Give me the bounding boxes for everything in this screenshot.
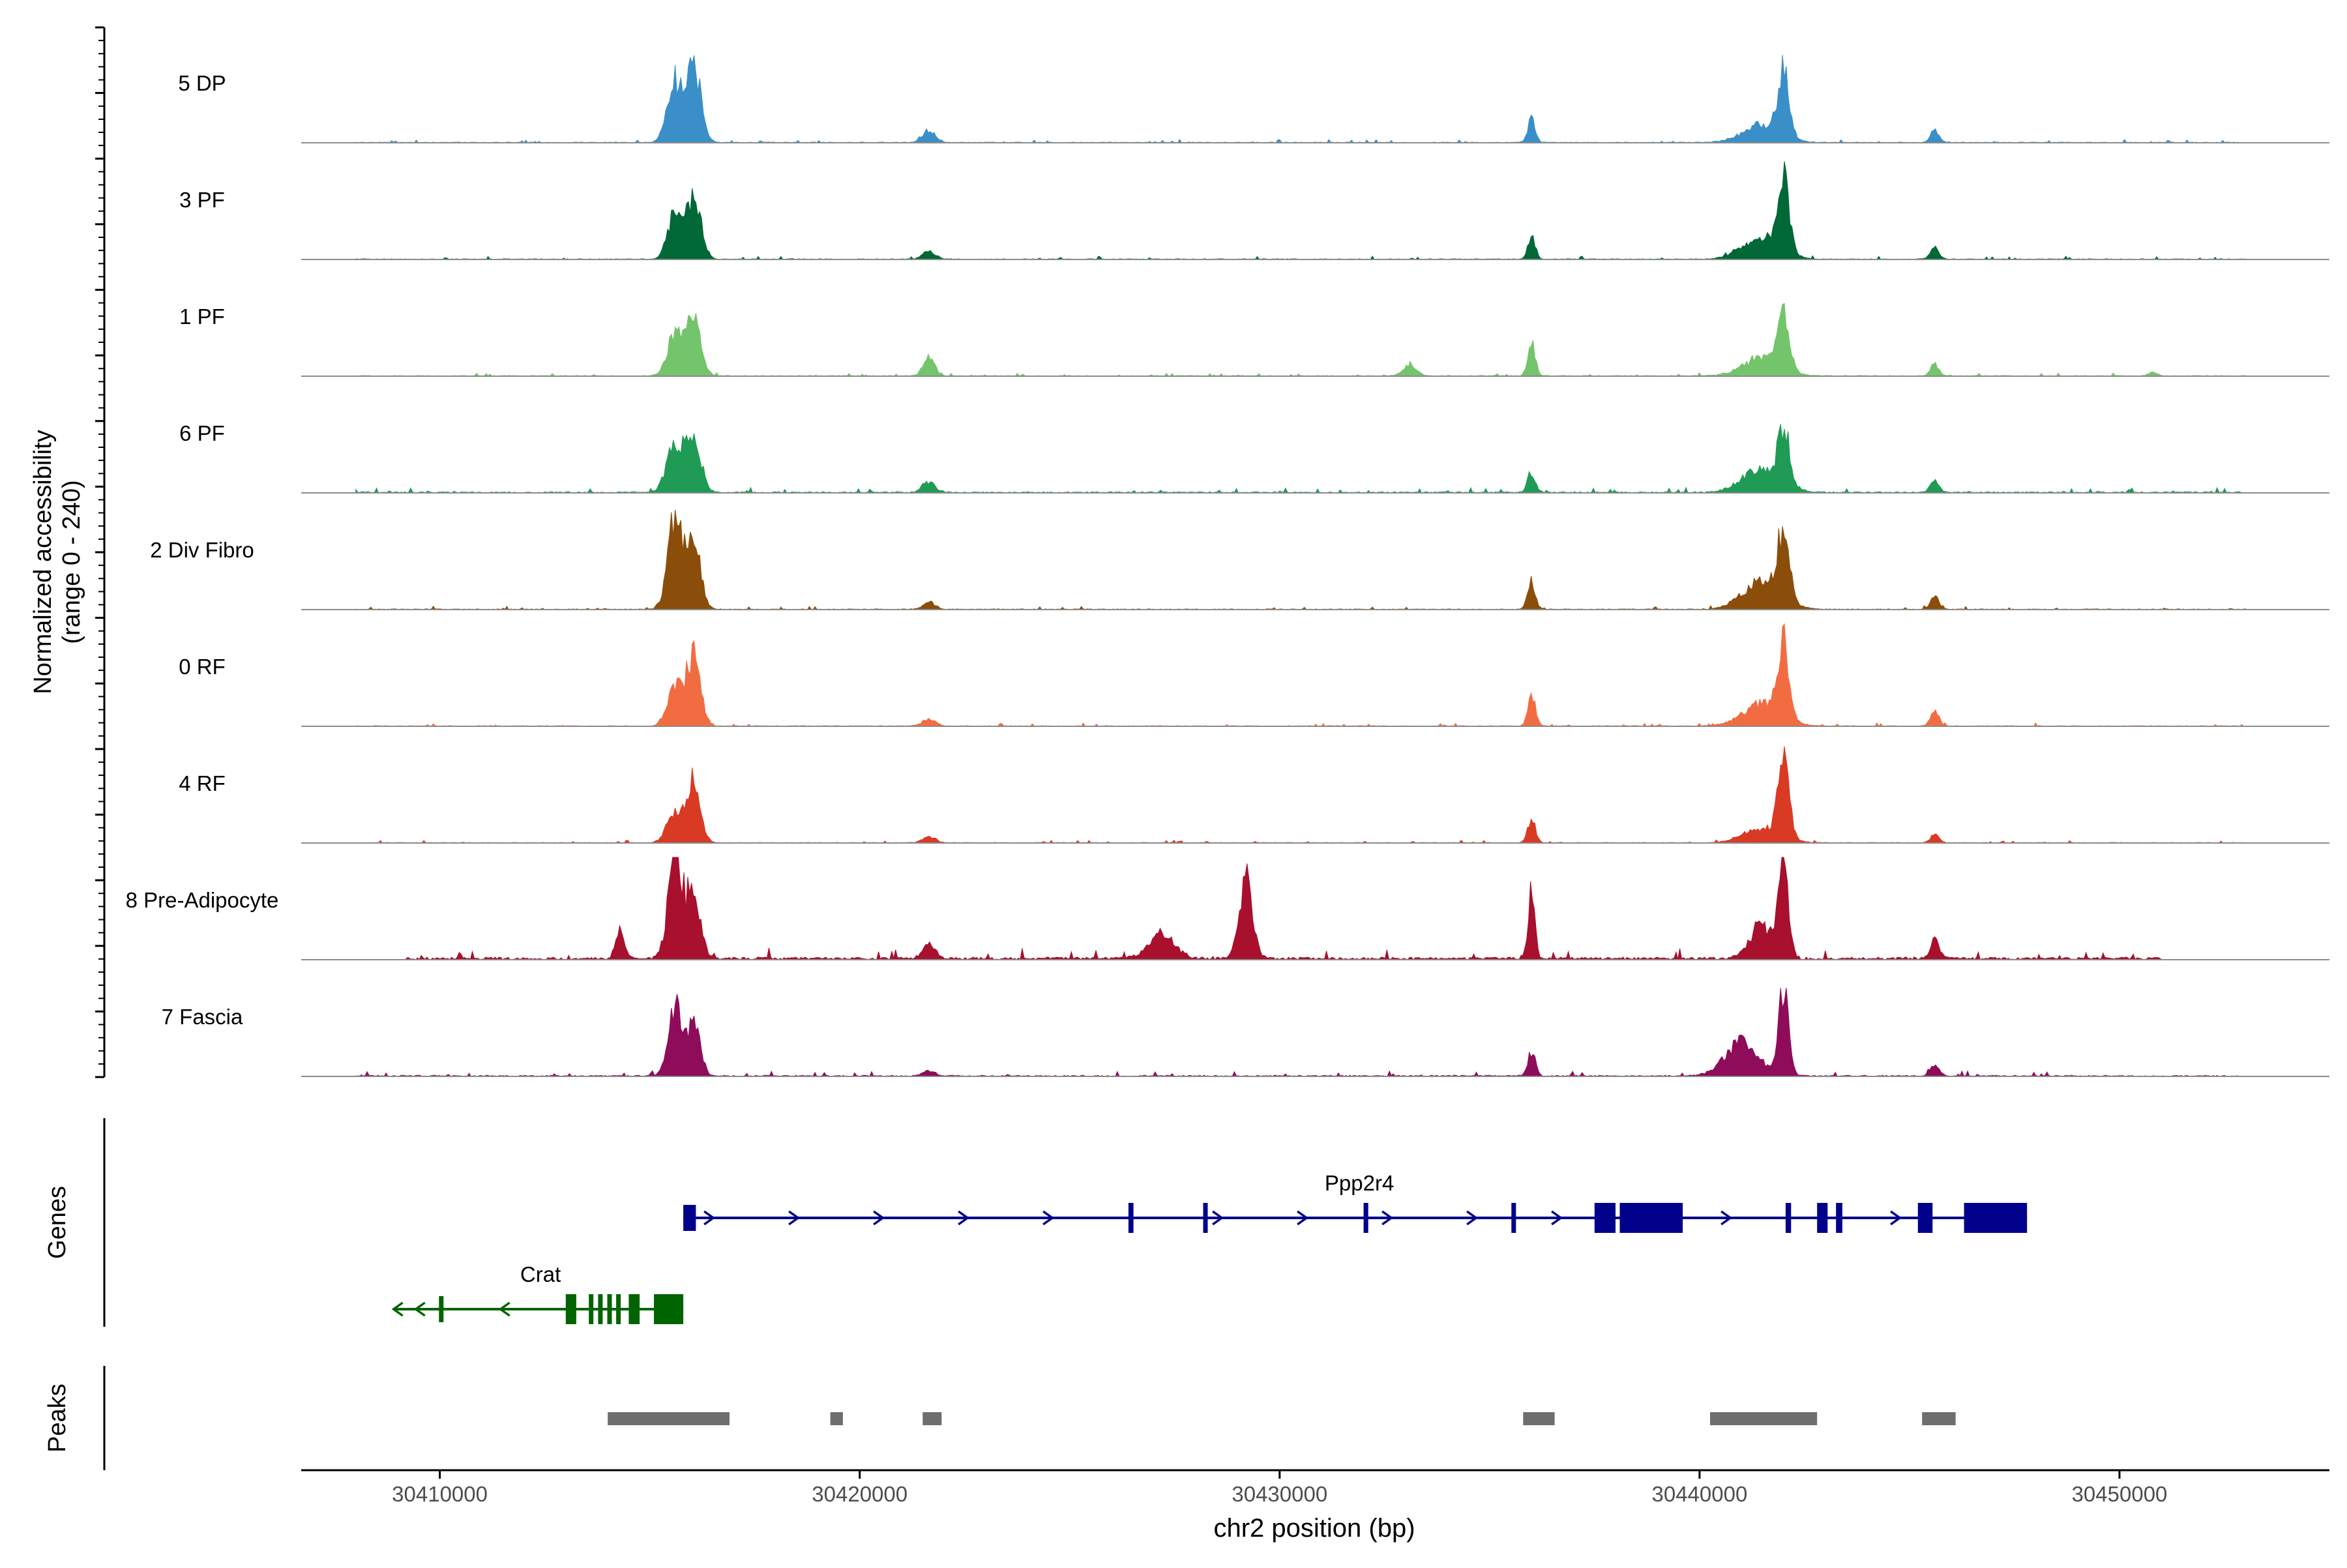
gene-crat-exon	[628, 1294, 640, 1324]
peaks-panel-label: Peaks	[44, 1383, 71, 1453]
gene-ppp2r4-strand-arrow	[873, 1210, 885, 1226]
gene-crat-exon	[589, 1294, 594, 1324]
gene-crat-strand-arrow	[413, 1301, 426, 1317]
y-axis-label-line2: (range 0 - 240)	[58, 480, 85, 643]
gene-ppp2r4-exon	[1511, 1203, 1516, 1233]
x-axis-tick-label: 30440000	[1651, 1482, 1747, 1506]
track-coverage-0	[355, 55, 2246, 143]
peak-region	[1523, 1412, 1555, 1425]
gene-ppp2r4-strand-arrow	[703, 1210, 716, 1226]
peak-region	[923, 1412, 942, 1425]
track-coverage-6	[355, 746, 2246, 844]
gene-label-ppp2r4: Ppp2r4	[1325, 1171, 1394, 1195]
gene-ppp2r4-exon	[1128, 1203, 1134, 1233]
track-coverage-5	[355, 623, 2246, 727]
gene-ppp2r4-exon	[1203, 1203, 1208, 1233]
gene-ppp2r4-strand-arrow	[1720, 1210, 1733, 1226]
track-label-3: 6 PF	[179, 421, 225, 445]
coverage-tracks: 5 DP 3 PF 1 PF 6 PF 2 Div Fibro 0 RF 4 RF 8 Pre…	[126, 55, 2329, 1077]
gene-crat-strand-arrow	[498, 1301, 510, 1317]
gene-ppp2r4-exon	[1594, 1203, 1616, 1233]
peak-region	[1922, 1412, 1956, 1425]
y-axis	[95, 26, 106, 1078]
peak-region	[1710, 1412, 1818, 1425]
gene-crat-strand-arrow	[391, 1301, 404, 1317]
track-label-1: 3 PF	[179, 188, 225, 212]
track-label-5: 0 RF	[179, 655, 226, 679]
track-label-4: 2 Div Fibro	[150, 538, 254, 562]
gene-ppp2r4-exon	[1817, 1203, 1828, 1233]
track-coverage-7	[406, 857, 2162, 960]
gene-crat-exon	[616, 1294, 621, 1324]
gene-ppp2r4-exon	[1619, 1203, 1683, 1233]
track-label-7: 8 Pre-Adipocyte	[126, 888, 279, 912]
gene-ppp2r4-exon	[1363, 1203, 1368, 1233]
genes-panel-label: Genes	[44, 1186, 71, 1259]
peaks-panel: Peaks	[44, 1366, 1956, 1470]
gene-crat-exon	[598, 1294, 603, 1324]
gene-label-crat: Crat	[520, 1262, 561, 1286]
gene-ppp2r4-strand-arrow	[1042, 1210, 1055, 1226]
gene-ppp2r4-strand-arrow	[1381, 1210, 1394, 1226]
track-coverage-2	[355, 303, 2246, 377]
track-label-2: 1 PF	[179, 304, 225, 329]
track-coverage-8	[355, 987, 2246, 1077]
y-axis-label-line1: Normalized accessibility	[29, 430, 57, 694]
track-coverage-4	[355, 509, 2246, 610]
peak-region	[608, 1412, 730, 1425]
x-axis-tick-label: 30430000	[1232, 1482, 1327, 1506]
gene-ppp2r4-strand-arrow	[1890, 1210, 1902, 1226]
gene-crat-exon	[607, 1294, 612, 1324]
gene-crat-exon	[439, 1296, 444, 1322]
genes-panel: Genes Ppp2r4 Crat	[44, 1118, 2028, 1327]
gene-ppp2r4-exon	[1964, 1203, 2028, 1233]
gene-ppp2r4-strand-arrow	[958, 1210, 970, 1226]
gene-ppp2r4-strand-arrow	[1551, 1210, 1563, 1226]
gene-ppp2r4-exon	[1785, 1203, 1792, 1233]
gene-crat-exon	[565, 1294, 576, 1324]
gene-ppp2r4-strand-arrow	[1297, 1210, 1309, 1226]
gene-ppp2r4-exon	[683, 1205, 696, 1231]
gene-crat-exon	[654, 1294, 684, 1324]
gene-ppp2r4-strand-arrow	[788, 1210, 801, 1226]
peak-region	[830, 1412, 843, 1425]
gene-ppp2r4-exon	[1836, 1203, 1842, 1233]
x-axis-tick-label: 30420000	[812, 1482, 908, 1506]
track-label-8: 7 Fascia	[162, 1005, 243, 1029]
track-label-6: 4 RF	[179, 771, 226, 795]
x-axis-tick-label: 30410000	[392, 1482, 488, 1506]
track-coverage-3	[355, 424, 2246, 494]
track-coverage-1	[355, 161, 2246, 260]
gene-ppp2r4-strand-arrow	[1212, 1210, 1224, 1226]
x-axis: 30410000 30420000 30430000 30440000 30450000	[301, 1469, 2329, 1506]
x-axis-label: chr2 position (bp)	[1213, 1514, 1415, 1543]
gene-ppp2r4-strand-arrow	[1466, 1210, 1479, 1226]
gene-ppp2r4-exon	[1917, 1203, 1933, 1233]
x-axis-tick-label: 30450000	[2072, 1482, 2168, 1506]
track-label-0: 5 DP	[178, 71, 226, 95]
